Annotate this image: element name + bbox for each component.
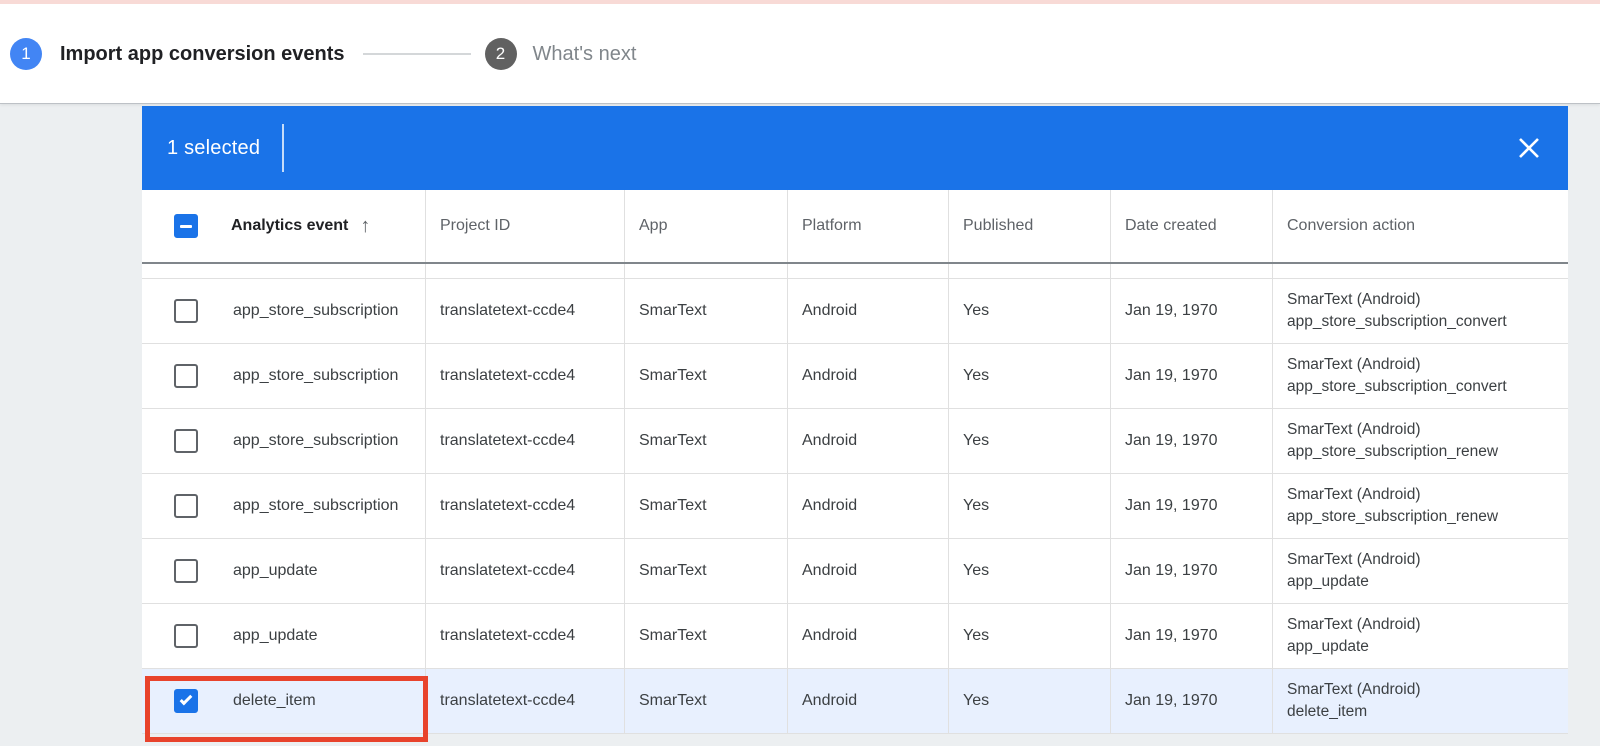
analytics-event-cell: app_store_subscription bbox=[233, 367, 399, 384]
date-created-cell: Jan 19, 1970 bbox=[1110, 409, 1272, 473]
toolbar-divider bbox=[282, 124, 285, 172]
date-created-cell: Jan 19, 1970 bbox=[1110, 344, 1272, 408]
project-id-cell: translatetext-ccde4 bbox=[425, 604, 624, 668]
date-created-cell: Jan 19, 1970 bbox=[1110, 474, 1272, 538]
conversion-action-cell: SmarText (Android) app_store_subscriptio… bbox=[1272, 474, 1568, 538]
project-id-cell: translatetext-ccde4 bbox=[425, 409, 624, 473]
step-2-label: What's next bbox=[532, 42, 637, 65]
stepper: 1 Import app conversion events 2 What's … bbox=[10, 4, 636, 104]
analytics-event-cell: app_store_subscription bbox=[233, 432, 399, 449]
table-row[interactable]: app_store_subscription translatetext-ccd… bbox=[142, 279, 1568, 344]
row-checkbox[interactable] bbox=[174, 364, 198, 388]
project-id-cell: translatetext-ccde4 bbox=[425, 669, 624, 733]
column-header-project-id[interactable]: Project ID bbox=[425, 190, 624, 262]
selection-toolbar: 1 selected bbox=[142, 106, 1568, 190]
app-cell: SmarText bbox=[624, 604, 787, 668]
platform-cell: Android bbox=[787, 409, 948, 473]
app-cell: SmarText bbox=[624, 539, 787, 603]
app-cell: SmarText bbox=[624, 344, 787, 408]
published-cell: Yes bbox=[948, 539, 1110, 603]
platform-cell: Android bbox=[787, 669, 948, 733]
platform-cell: Android bbox=[787, 474, 948, 538]
table-row[interactable]: app_update translatetext-ccde4 SmarText … bbox=[142, 604, 1568, 669]
column-header-analytics-event[interactable]: Analytics event bbox=[231, 217, 349, 234]
column-header-date-created[interactable]: Date created bbox=[1110, 190, 1272, 262]
clear-selection-button[interactable] bbox=[1512, 131, 1546, 165]
row-checkbox[interactable] bbox=[174, 624, 198, 648]
platform-cell: Android bbox=[787, 279, 948, 343]
published-cell: Yes bbox=[948, 604, 1110, 668]
conversion-action-cell: SmarText (Android) app_store_subscriptio… bbox=[1272, 344, 1568, 408]
row-checkbox[interactable] bbox=[174, 559, 198, 583]
published-cell: Yes bbox=[948, 669, 1110, 733]
step-1-badge: 1 bbox=[10, 38, 42, 70]
conversion-action-cell: SmarText (Android) app_update bbox=[1272, 539, 1568, 603]
analytics-event-cell: app_store_subscription bbox=[233, 302, 399, 319]
analytics-event-cell: app_update bbox=[233, 562, 318, 579]
row-checkbox[interactable] bbox=[174, 494, 198, 518]
platform-cell: Android bbox=[787, 604, 948, 668]
table-row-selected[interactable]: delete_item translatetext-ccde4 SmarText… bbox=[142, 669, 1568, 734]
app-cell: SmarText bbox=[624, 474, 787, 538]
table-row[interactable]: app_store_subscription translatetext-ccd… bbox=[142, 409, 1568, 474]
table-row[interactable]: app_store_subscription translatetext-ccd… bbox=[142, 474, 1568, 539]
table-row[interactable]: app_update translatetext-ccde4 SmarText … bbox=[142, 539, 1568, 604]
conversion-action-cell: SmarText (Android) app_store_subscriptio… bbox=[1272, 409, 1568, 473]
date-created-cell: Jan 19, 1970 bbox=[1110, 604, 1272, 668]
platform-cell: Android bbox=[787, 344, 948, 408]
conversion-events-table: 1 selected Analytics event ↑ Project ID … bbox=[142, 106, 1568, 734]
app-cell: SmarText bbox=[624, 669, 787, 733]
column-header-published[interactable]: Published bbox=[948, 190, 1110, 262]
step-1-label: Import app conversion events bbox=[60, 42, 345, 65]
step-1-number: 1 bbox=[21, 44, 31, 63]
table-row[interactable]: app_store_subscription translatetext-ccd… bbox=[142, 344, 1568, 409]
step-2-badge: 2 bbox=[484, 38, 517, 70]
table-header-row: Analytics event ↑ Project ID App Platfor… bbox=[142, 190, 1568, 264]
indeterminate-checkbox-icon bbox=[180, 225, 192, 228]
date-created-cell: Jan 19, 1970 bbox=[1110, 669, 1272, 733]
project-id-cell: translatetext-ccde4 bbox=[425, 279, 624, 343]
row-checkbox[interactable] bbox=[174, 429, 198, 453]
conversion-action-cell: SmarText (Android) app_store_subscriptio… bbox=[1272, 279, 1568, 343]
row-checkbox[interactable] bbox=[174, 299, 198, 323]
analytics-event-cell: app_store_subscription bbox=[233, 497, 399, 514]
project-id-cell: translatetext-ccde4 bbox=[425, 539, 624, 603]
column-header-conversion-action[interactable]: Conversion action bbox=[1272, 190, 1568, 262]
analytics-event-cell: app_update bbox=[233, 627, 318, 644]
row-checkbox-checked[interactable] bbox=[174, 689, 198, 713]
column-header-app[interactable]: App bbox=[624, 190, 787, 262]
conversion-action-cell: SmarText (Android) app_update bbox=[1272, 604, 1568, 668]
app-cell: SmarText bbox=[624, 279, 787, 343]
analytics-event-cell: delete_item bbox=[233, 692, 316, 709]
platform-cell: Android bbox=[787, 539, 948, 603]
published-cell: Yes bbox=[948, 279, 1110, 343]
column-header-platform[interactable]: Platform bbox=[787, 190, 948, 262]
wizard-step-bar: 1 Import app conversion events 2 What's … bbox=[0, 0, 1600, 104]
published-cell: Yes bbox=[948, 409, 1110, 473]
table-spacer-row bbox=[142, 264, 1568, 279]
published-cell: Yes bbox=[948, 474, 1110, 538]
checkmark-icon bbox=[179, 692, 193, 706]
date-created-cell: Jan 19, 1970 bbox=[1110, 279, 1272, 343]
step-2-number: 2 bbox=[495, 44, 506, 63]
project-id-cell: translatetext-ccde4 bbox=[425, 344, 624, 408]
conversion-action-cell: SmarText (Android) delete_item bbox=[1272, 669, 1568, 733]
close-icon bbox=[1519, 138, 1539, 158]
app-cell: SmarText bbox=[624, 409, 787, 473]
date-created-cell: Jan 19, 1970 bbox=[1110, 539, 1272, 603]
select-all-checkbox[interactable] bbox=[174, 214, 198, 238]
published-cell: Yes bbox=[948, 344, 1110, 408]
step-connector-line bbox=[362, 53, 471, 55]
selected-count: 1 selected bbox=[167, 136, 261, 159]
sort-ascending-icon[interactable]: ↑ bbox=[360, 214, 371, 237]
project-id-cell: translatetext-ccde4 bbox=[425, 474, 624, 538]
